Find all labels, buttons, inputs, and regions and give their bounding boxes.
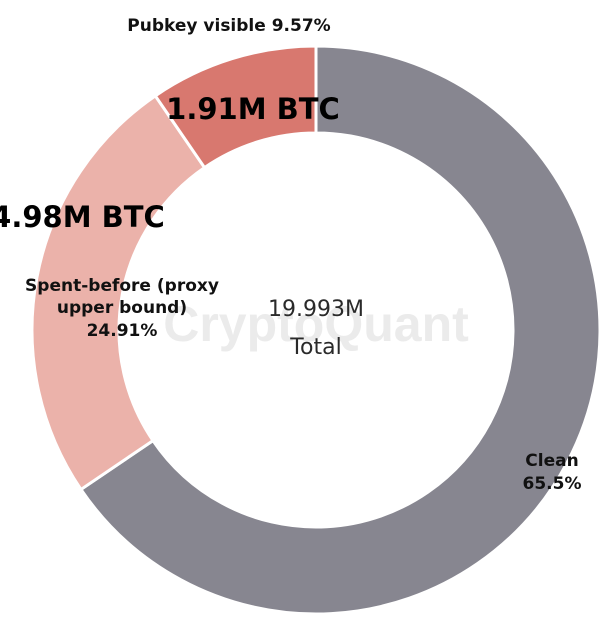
slice-label-clean: Clean	[525, 451, 578, 471]
slice-clean	[79, 44, 602, 616]
callout-spent-before-btc: 4.98M BTC	[0, 200, 165, 234]
donut-slices	[30, 44, 602, 616]
center-total-value: 19.993M	[268, 297, 364, 322]
center-total-label: Total	[289, 335, 341, 360]
slice-label-spent-before-line1: Spent-before (proxy	[25, 276, 219, 296]
slice-label-spent-before-percent: 24.91%	[87, 321, 158, 341]
slice-label-spent-before-line2: upper bound)	[57, 298, 187, 318]
watermark: CryptoQuant	[163, 296, 469, 352]
slice-label-clean-percent: 65.5%	[523, 474, 582, 494]
slice-pubkey-visible	[153, 44, 318, 170]
callout-pubkey-visible-btc: 1.91M BTC	[166, 92, 340, 126]
slice-spent-before	[30, 94, 207, 491]
slice-label-pubkey-visible: Pubkey visible 9.57%	[127, 16, 330, 36]
